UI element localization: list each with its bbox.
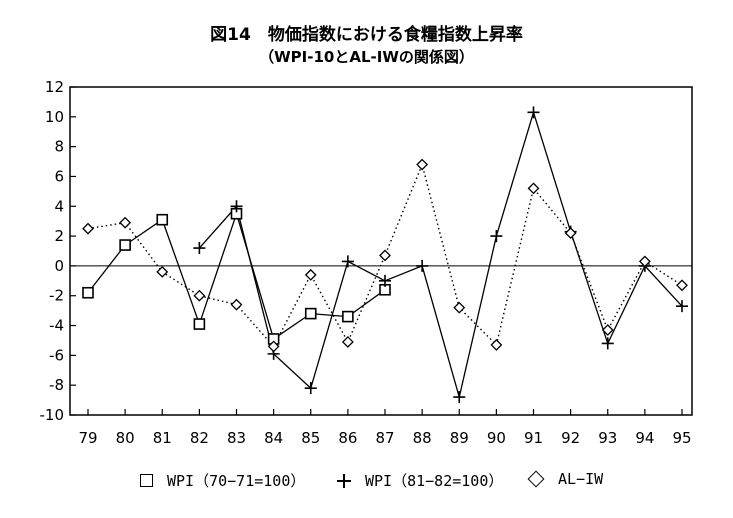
point-diamond bbox=[267, 340, 280, 353]
legend-label: WPI（70−71=100） bbox=[167, 472, 306, 490]
point-square bbox=[342, 310, 354, 323]
point-plus bbox=[304, 382, 317, 395]
y-tick-label: -10 bbox=[40, 406, 65, 424]
point-diamond bbox=[564, 227, 577, 240]
plus-marker-icon bbox=[337, 473, 351, 488]
point-diamond bbox=[527, 182, 540, 195]
y-tick-label: 10 bbox=[45, 108, 64, 126]
point-square bbox=[156, 213, 169, 226]
point-diamond bbox=[453, 301, 466, 314]
point-diamond bbox=[304, 268, 317, 281]
point-diamond bbox=[156, 265, 169, 278]
y-tick-label: 2 bbox=[54, 227, 64, 245]
square-marker-icon bbox=[140, 474, 153, 487]
diamond-marker-icon bbox=[527, 470, 545, 488]
point-plus bbox=[527, 106, 540, 119]
x-tick-label: 92 bbox=[561, 429, 580, 447]
point-diamond bbox=[193, 289, 206, 302]
legend-label: AL−IW bbox=[558, 470, 604, 488]
x-axis: 79 80 81 82 83 84 85 86 87 88 89 90 91 92 93 94 95 bbox=[78, 409, 692, 447]
y-tick-label: 6 bbox=[54, 167, 64, 185]
x-tick-label: 90 bbox=[487, 429, 506, 447]
x-tick-label: 88 bbox=[413, 429, 432, 447]
legend-item-al-iw: AL−IW bbox=[527, 470, 604, 488]
chart-title: 図14 物価指数における食糧指数上昇率 bbox=[210, 25, 523, 45]
point-square bbox=[82, 286, 94, 299]
x-tick-label: 81 bbox=[153, 429, 172, 447]
y-tick-label: 4 bbox=[54, 197, 64, 215]
point-plus bbox=[676, 300, 688, 313]
point-diamond bbox=[638, 255, 651, 268]
point-diamond bbox=[119, 216, 132, 229]
x-tick-label: 79 bbox=[78, 429, 97, 447]
y-tick-label: 12 bbox=[45, 78, 64, 96]
y-tick-label: -2 bbox=[49, 287, 64, 305]
legend-label: WPI（81−82=100） bbox=[365, 472, 504, 490]
point-diamond bbox=[676, 279, 688, 292]
point-diamond bbox=[416, 158, 429, 171]
chart-subtitle: （WPI-10とAL-IWの関係図） bbox=[259, 48, 474, 66]
point-plus bbox=[341, 255, 354, 268]
legend-item-wpi-70-71: WPI（70−71=100） bbox=[140, 470, 305, 491]
point-square bbox=[304, 307, 317, 320]
point-diamond bbox=[490, 339, 503, 351]
x-tick-label: 84 bbox=[264, 429, 283, 447]
point-diamond bbox=[230, 298, 243, 311]
point-diamond bbox=[379, 249, 391, 262]
series-markers bbox=[82, 106, 688, 404]
point-plus bbox=[416, 259, 429, 272]
point-plus bbox=[601, 337, 614, 350]
point-diamond bbox=[601, 324, 614, 336]
point-plus bbox=[453, 391, 466, 404]
x-tick-label: 91 bbox=[524, 429, 543, 447]
legend-item-wpi-81-82: WPI（81−82=100） bbox=[337, 470, 503, 491]
x-tick-label: 95 bbox=[672, 429, 691, 447]
point-square bbox=[193, 318, 206, 330]
x-tick-label: 94 bbox=[635, 429, 654, 447]
point-diamond bbox=[82, 222, 94, 235]
y-tick-label: -6 bbox=[49, 346, 64, 364]
point-square bbox=[119, 239, 131, 251]
x-tick-label: 93 bbox=[598, 429, 617, 447]
series-line-plus bbox=[198, 110, 683, 398]
y-tick-label: -8 bbox=[49, 376, 64, 394]
point-plus bbox=[193, 242, 206, 255]
plot-frame bbox=[69, 86, 693, 416]
y-tick-label: 8 bbox=[54, 138, 64, 156]
point-plus bbox=[379, 274, 391, 287]
legend: WPI（70−71=100） WPI（81−82=100） AL−IW bbox=[0, 470, 733, 494]
point-plus bbox=[230, 200, 243, 213]
x-tick-label: 80 bbox=[116, 429, 135, 447]
x-tick-label: 83 bbox=[227, 429, 246, 447]
y-tick-label: -4 bbox=[49, 317, 64, 335]
x-tick-label: 85 bbox=[301, 429, 320, 447]
point-diamond bbox=[341, 336, 354, 348]
point-plus bbox=[490, 230, 503, 243]
x-tick-label: 82 bbox=[190, 429, 209, 447]
x-tick-label: 87 bbox=[375, 429, 394, 447]
y-axis: 12 10 8 6 4 2 0 -2 -4 -6 -8 -10 bbox=[40, 78, 76, 424]
y-tick-label: 0 bbox=[54, 257, 64, 275]
x-tick-label: 86 bbox=[338, 429, 357, 447]
x-tick-label: 89 bbox=[450, 429, 469, 447]
